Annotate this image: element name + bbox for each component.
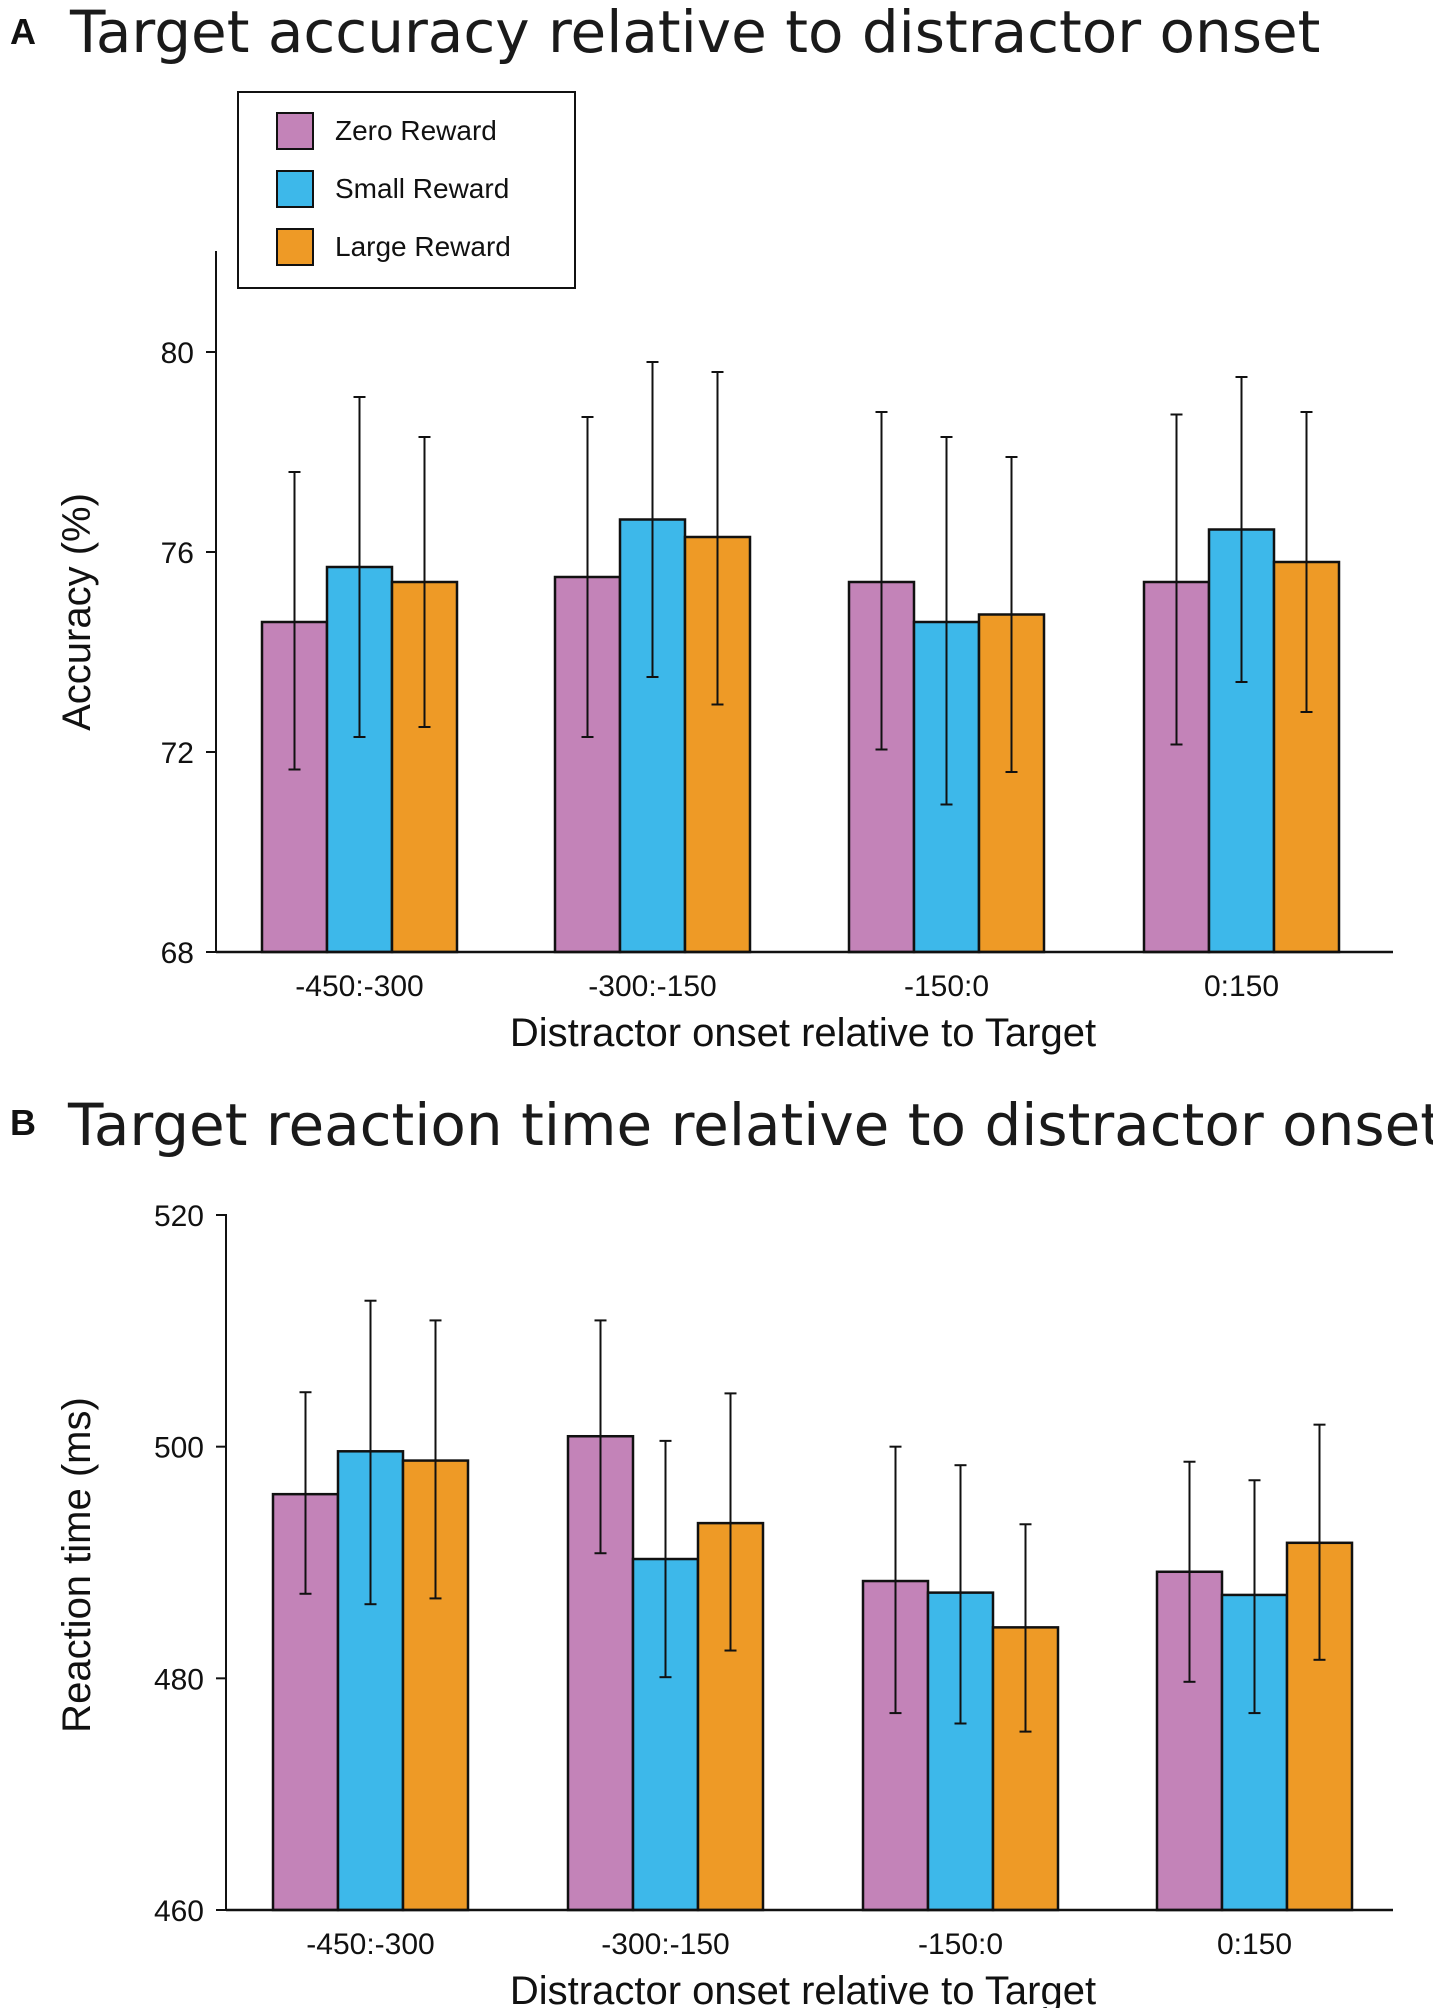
panel-a-errorbar-large-3	[1300, 411, 1313, 713]
panel-a-errorbar-zero-0	[288, 471, 301, 771]
panel-b-errorbar-small-3	[1248, 1479, 1261, 1715]
panel-b-ylabel: Reaction time (ms)	[55, 1397, 99, 1733]
legend-label-small: Small Reward	[335, 173, 509, 204]
panel-a-ytick-label: 68	[161, 937, 194, 970]
panel-a-xtick-label: -300:-150	[588, 970, 716, 1003]
panel-a-errorbar-large-2	[1005, 456, 1018, 773]
panel-b-errorbar-zero-2	[889, 1445, 902, 1715]
legend: Zero Reward Small Reward Large Reward	[237, 91, 576, 289]
panel-a-ytick-label: 76	[161, 537, 194, 570]
legend-swatch-zero	[276, 112, 314, 150]
panel-b-ytick-label: 520	[154, 1200, 204, 1233]
panel-a-letter: A	[10, 11, 36, 52]
panel-a-ylabel: Accuracy (%)	[55, 493, 99, 731]
panel-a-ytick-label: 80	[161, 337, 194, 370]
panel-a-ytick-label: 72	[161, 737, 194, 770]
panel-a-xtick-label: -450:-300	[295, 970, 423, 1003]
panel-b-errorbar-large-0	[429, 1319, 442, 1600]
legend-label-zero: Zero Reward	[335, 115, 497, 146]
legend-swatch-small	[276, 170, 314, 208]
panel-b-errorbar-zero-0	[299, 1391, 312, 1595]
panel-b-plot: 460 480 500 520 -450:-300 -300:-150 -150:0 0:15…	[154, 1200, 1393, 1961]
panel-a-plot: 68 72 76 80 -450:-300 -300:-150 -150:0 0:150	[161, 251, 1393, 1003]
panel-a-errorbar-small-0	[353, 396, 366, 738]
panel-a-errorbar-zero-2	[875, 411, 888, 751]
panel-b-title: Target reaction time relative to distrac…	[67, 1091, 1433, 1159]
panel-b-xtick-label: 0:150	[1217, 1928, 1292, 1961]
legend-swatch-large	[276, 228, 314, 266]
panel-a-errorbar-large-0	[418, 436, 431, 728]
panel-a-title: Target accuracy relative to distractor o…	[69, 0, 1320, 66]
panel-a-errorbar-small-2	[940, 436, 953, 806]
panel-b-ytick-label: 500	[154, 1432, 204, 1465]
panel-a-errorbar-zero-1	[581, 416, 594, 738]
panel-b-ytick-label: 460	[154, 1895, 204, 1928]
panel-b-errorbar-zero-3	[1183, 1460, 1196, 1683]
panel-a-errorbar-large-1	[711, 371, 724, 706]
panel-b-errorbar-small-0	[364, 1299, 377, 1606]
panel-b-errorbar-small-2	[954, 1464, 967, 1725]
panel-a-errorbar-small-1	[646, 361, 659, 678]
panel-b-errorbar-zero-1	[594, 1319, 607, 1555]
panel-b-xtick-label: -150:0	[918, 1928, 1003, 1961]
panel-b-errorbar-large-2	[1019, 1523, 1032, 1733]
panel-b-xlabel: Distractor onset relative to Target	[510, 1969, 1096, 2008]
panel-b-errorbar-large-1	[724, 1392, 737, 1652]
legend-label-large: Large Reward	[335, 231, 511, 262]
panel-b-errorbar-small-1	[659, 1439, 672, 1679]
panel-a-errorbar-zero-3	[1170, 413, 1183, 746]
panel-b-ytick-label: 480	[154, 1663, 204, 1696]
panel-a-xtick-label: -150:0	[904, 970, 989, 1003]
panel-b-letter: B	[10, 1102, 36, 1143]
panel-b-xtick-label: -300:-150	[601, 1928, 729, 1961]
panel-a-errorbar-small-3	[1235, 376, 1248, 683]
panel-b-xtick-label: -450:-300	[306, 1928, 434, 1961]
panel-b-errorbar-large-3	[1313, 1423, 1326, 1661]
panel-a-xtick-label: 0:150	[1204, 970, 1279, 1003]
panel-a-xlabel: Distractor onset relative to Target	[510, 1011, 1096, 1055]
